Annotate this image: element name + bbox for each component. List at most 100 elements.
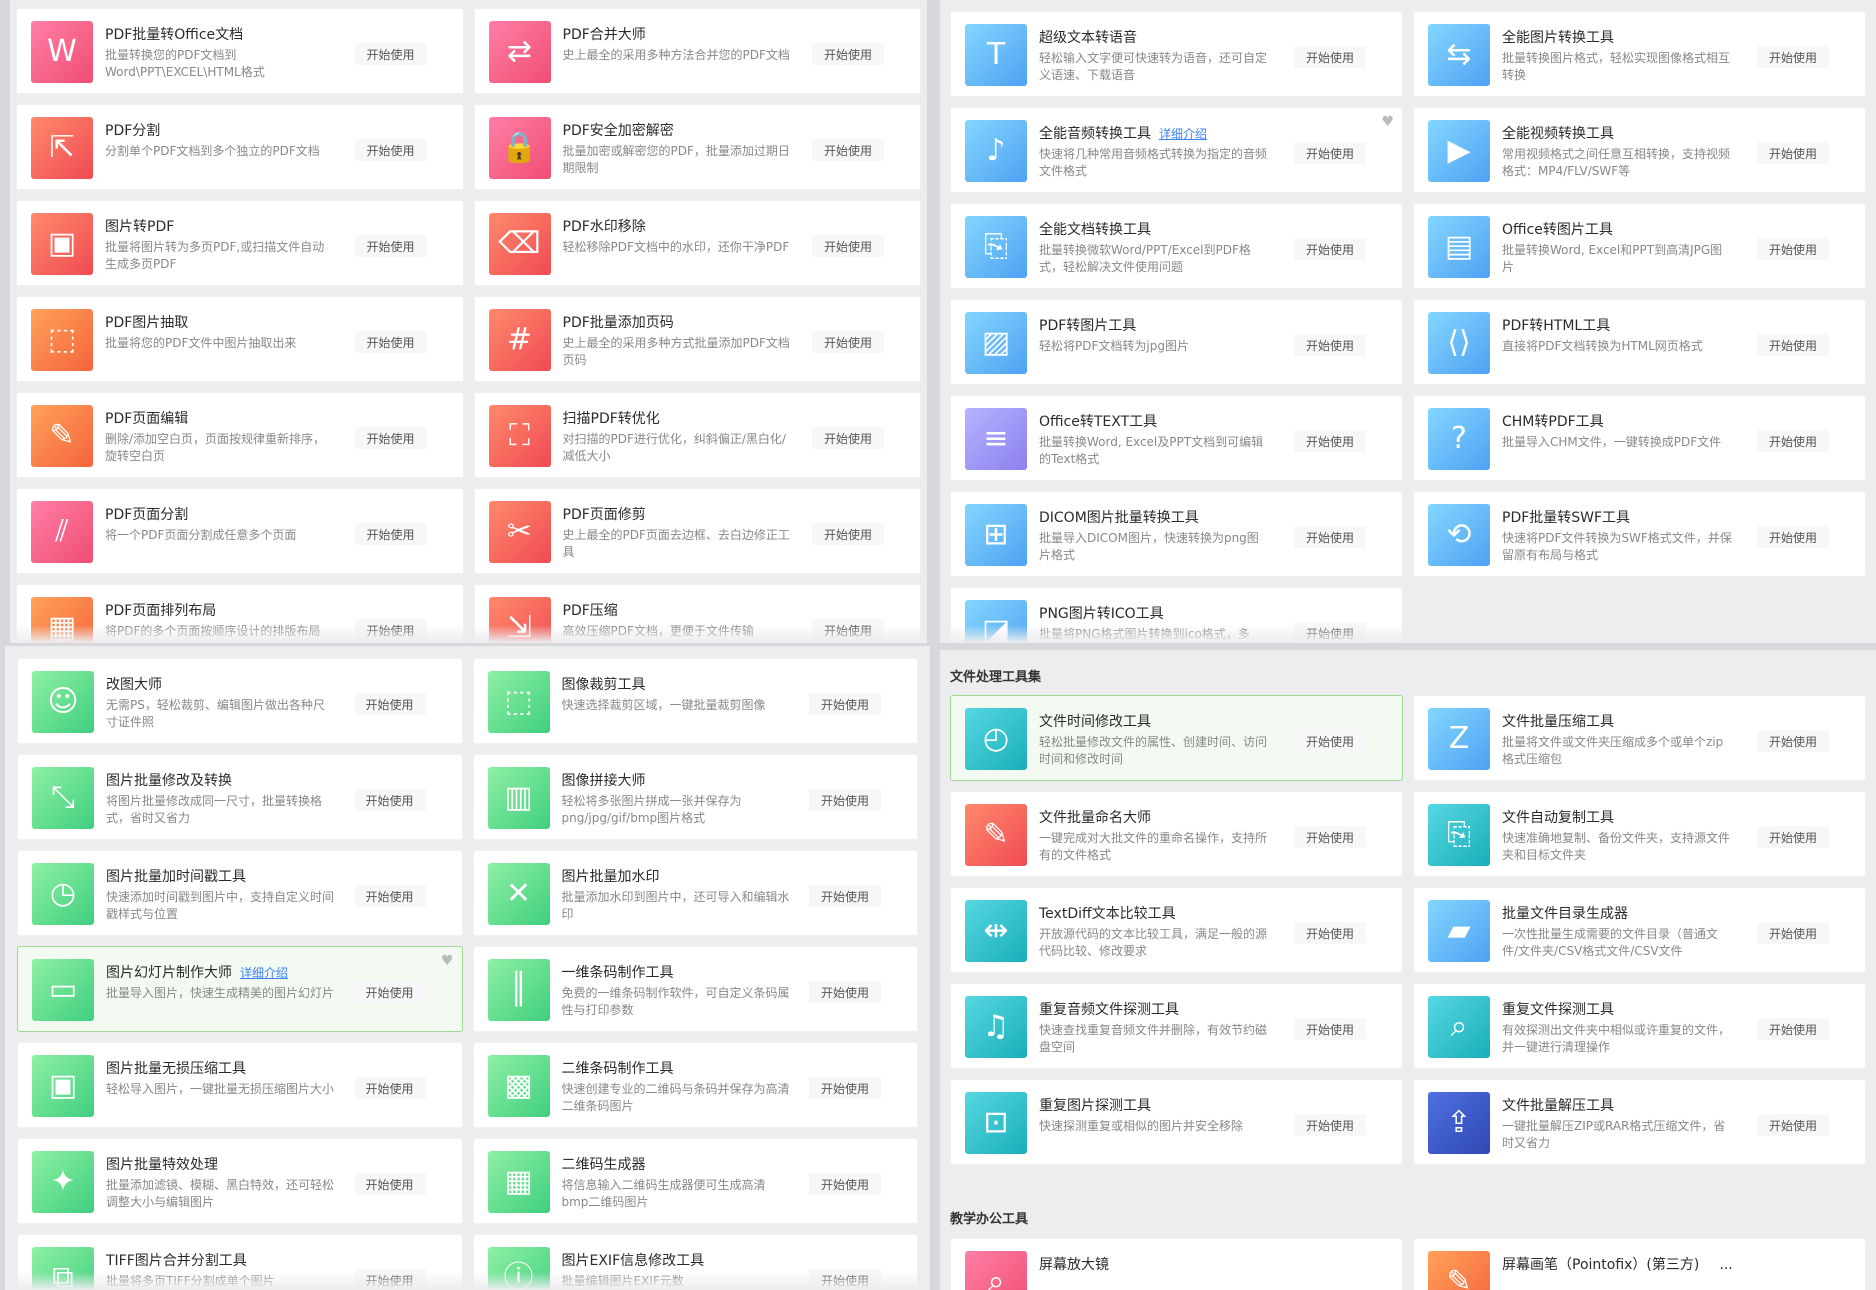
tool-card[interactable]: ♪ 全能音频转换工具 详细介绍 快速将几种常用音频格式转换为指定的音频文件格式 开始使用… <box>950 107 1403 193</box>
tool-card[interactable]: ▣ 图片批量无损压缩工具 轻松导入图片，一键批量无损压缩图片大小 开始使用 <box>17 1042 463 1128</box>
tool-card[interactable]: ⇱ PDF分割 分割单个PDF文档到多个独立的PDF文档 开始使用 <box>16 104 464 190</box>
tool-card[interactable]: ▩ 二维条码制作工具 快速创建专业的二维码与条码并保存为高清二维条码图片 开始使用 <box>472 1042 918 1128</box>
tool-card[interactable]: ☺ 改图大师 无需PS，轻松裁剪、编辑图片做出各种尺寸证件照 开始使用 <box>17 658 463 744</box>
start-use-button[interactable]: 开始使用 <box>1294 238 1366 260</box>
start-use-button[interactable]: 开始使用 <box>812 331 884 353</box>
tool-card[interactable]: ⌕ 屏幕放大镜 <box>950 1238 1403 1290</box>
tool-card[interactable]: ▨ PDF转图片工具 轻松将PDF文档转为jpg图片 开始使用 <box>950 299 1403 385</box>
start-use-button[interactable]: 开始使用 <box>354 139 427 161</box>
tool-card[interactable]: ⎘ 文件自动复制工具 快速准确地复制、备份文件夹，支持源文件夹和目标文件夹 开始使用 <box>1413 791 1866 877</box>
details-link[interactable]: 详细介绍 <box>1159 127 1208 141</box>
start-use-button[interactable]: 开始使用 <box>1294 142 1366 164</box>
start-use-button[interactable]: 开始使用 <box>1294 1018 1366 1040</box>
start-use-button[interactable]: 开始使用 <box>1294 526 1366 548</box>
tool-card[interactable]: ▤ Office转图片工具 批量转换Word, Excel和PPT到高清JPG图片 开… <box>1413 203 1866 289</box>
tool-card[interactable]: ▦ 二维码生成器 将信息输入二维码生成器便可生成高清bmp二维码图片 开始使用 <box>472 1138 918 1224</box>
tool-card[interactable]: # PDF批量添加页码 史上最全的采用多种方式批量添加PDF文档页码 开始使用 <box>473 296 921 382</box>
tool-card[interactable]: ▣ 图片转PDF 批量将图片转为多页PDF,或扫描文件自动生成多页PDF 开始使用 <box>16 200 464 286</box>
start-use-button[interactable]: 开始使用 <box>809 1173 881 1195</box>
start-use-button[interactable]: 开始使用 <box>1757 730 1829 752</box>
details-link[interactable]: 详细介绍 <box>240 966 289 980</box>
tool-card[interactable]: ✕ 图片批量加水印 批量添加水印到图片中，还可导入和编辑水印 开始使用 <box>472 850 918 936</box>
start-use-button[interactable]: 开始使用 <box>1294 1114 1366 1136</box>
tool-card[interactable]: ⌫ PDF水印移除 轻松移除PDF文档中的水印，还你干净PDF 开始使用 <box>473 200 921 286</box>
tool-card[interactable]: ║ 一维条码制作工具 免费的一维条码制作软件，可自定义条码属性与打印参数 开始使用 <box>472 946 918 1032</box>
start-use-button[interactable]: 开始使用 <box>353 981 426 1003</box>
tool-card[interactable]: ⛶ 扫描PDF转优化 对扫描的PDF进行优化，纠斜偏正/黑白化/减低大小 开始使用 <box>473 392 921 478</box>
tool-card[interactable]: W PDF批量转Office文档 批量转换您的PDF文档到Word\PPT\EXCE… <box>16 8 464 94</box>
start-use-button[interactable]: 开始使用 <box>354 235 427 257</box>
start-use-button[interactable]: 开始使用 <box>353 885 426 907</box>
start-use-button[interactable]: 开始使用 <box>1294 826 1366 848</box>
start-use-button[interactable]: 开始使用 <box>1757 334 1829 356</box>
start-use-button[interactable]: 开始使用 <box>1757 430 1829 452</box>
tool-card[interactable]: ⬚ 图像裁剪工具 快速选择裁剪区域，一键批量裁剪图像 开始使用 <box>472 658 918 744</box>
start-use-button[interactable]: 开始使用 <box>1294 46 1366 68</box>
tool-card[interactable]: ◴ 文件时间修改工具 轻松批量修改文件的属性、创建时间、访问时间和修改时间 开始使用 <box>950 695 1403 781</box>
start-use-button[interactable]: 开始使用 <box>354 427 427 449</box>
tool-card[interactable]: Z 文件批量压缩工具 批量将文件或文件夹压缩成多个或单个zip格式压缩包 开始使用 <box>1413 695 1866 781</box>
tool-card[interactable]: ⌕ 重复文件探测工具 有效探测出文件夹中相似或许重复的文件，并一键进行清理操作 开始使… <box>1413 983 1866 1069</box>
tool-card[interactable]: ✦ 图片批量特效处理 批量添加滤镜、模糊、黑白特效，还可轻松调整大小与编辑图片 开始使… <box>17 1138 463 1224</box>
tool-card[interactable]: ⎘ 全能文档转换工具 批量转换微软Word/PPT/Excel到PDF格式，轻松解决… <box>950 203 1403 289</box>
start-use-button[interactable]: 开始使用 <box>354 331 427 353</box>
tool-card[interactable]: ✎ 屏幕画笔（Pointofix）(第三方)... <box>1413 1238 1866 1290</box>
tool-card[interactable]: ✂ PDF页面修剪 史上最全的PDF页面去边框、去白边修正工具 开始使用 <box>473 488 921 574</box>
tool-card[interactable]: ⊡ 重复图片探测工具 快速探测重复或相似的图片并安全移除 开始使用 <box>950 1079 1403 1165</box>
tool-card[interactable]: ⇪ 文件批量解压工具 一键批量解压ZIP或RAR格式压缩文件，省时又省力 开始使用 <box>1413 1079 1866 1165</box>
tool-card[interactable]: ▭ 图片幻灯片制作大师 详细介绍 批量导入图片，快速生成精美的图片幻灯片 开始使用 ♥ <box>17 946 463 1032</box>
start-use-button[interactable]: 开始使用 <box>353 693 426 715</box>
favorite-heart-icon[interactable]: ♥ <box>440 953 454 969</box>
tool-card[interactable]: ♫ 重复音频文件探测工具 快速查找重复音频文件并删除，有效节约磁盘空间 开始使用 <box>950 983 1403 1069</box>
tool-title: PDF页面分割 <box>105 504 188 524</box>
tool-card[interactable]: ⇹ TextDiff文本比较工具 开放源代码的文本比较工具，满足一般的源代码比较、修… <box>950 887 1403 973</box>
start-use-button[interactable]: 开始使用 <box>1757 826 1829 848</box>
start-use-button[interactable]: 开始使用 <box>1757 142 1829 164</box>
tool-card[interactable]: ⊞ DICOM图片批量转换工具 批量导入DICOM图片，快速转换为png图片格式 开始… <box>950 491 1403 577</box>
start-use-button[interactable]: 开始使用 <box>1294 334 1366 356</box>
start-use-button[interactable]: 开始使用 <box>353 1077 426 1099</box>
start-use-button[interactable]: 开始使用 <box>353 1173 426 1195</box>
tool-card[interactable]: ⟲ PDF批量转SWF工具 快速将PDF文件转换为SWF格式文件，并保留原有布局与格… <box>1413 491 1866 577</box>
start-use-button[interactable]: 开始使用 <box>1294 922 1366 944</box>
tool-card[interactable]: ✎ 文件批量命名大师 一键完成对大批文件的重命名操作，支持所有的文件格式 开始使用 <box>950 791 1403 877</box>
start-use-button[interactable]: 开始使用 <box>1757 1114 1829 1136</box>
start-use-button[interactable]: 开始使用 <box>812 235 884 257</box>
start-use-button[interactable]: 开始使用 <box>809 981 881 1003</box>
start-use-button[interactable]: 开始使用 <box>354 523 427 545</box>
tool-card[interactable]: ⟨⟩ PDF转HTML工具 直接将PDF文档转换为HTML网页格式 开始使用 <box>1413 299 1866 385</box>
favorite-heart-icon[interactable]: ♥ <box>1381 114 1394 130</box>
start-use-button[interactable]: 开始使用 <box>354 43 427 65</box>
start-use-button[interactable]: 开始使用 <box>1757 526 1829 548</box>
tool-card[interactable]: 🔒 PDF安全加密解密 批量加密或解密您的PDF，批量添加过期日期限制 开始使用 <box>473 104 921 190</box>
tool-card[interactable]: T 超级文本转语音 轻松输入文字便可快速转为语音，还可自定义语速、下载语音 开始使用 <box>950 11 1403 97</box>
tool-card[interactable]: ⤡ 图片批量修改及转换 将图片批量修改成同一尺寸，批量转换格式，省时又省力 开始使用 <box>17 754 463 840</box>
tool-card[interactable]: ≡ Office转TEXT工具 批量转换Word, Excel及PPT文档到可编辑的… <box>950 395 1403 481</box>
tool-card[interactable]: ✎ PDF页面编辑 删除/添加空白页，页面按规律重新排序，旋转空白页 开始使用 <box>16 392 464 478</box>
start-use-button[interactable]: 开始使用 <box>809 885 881 907</box>
tool-card[interactable]: ▥ 图像拼接大师 轻松将多张图片拼成一张并保存为png/jpg/gif/bmp图片格… <box>472 754 918 840</box>
tool-card[interactable]: ⇄ PDF合并大师 史上最全的采用多种方法合并您的PDF文档 开始使用 <box>473 8 921 94</box>
tool-card[interactable]: ▰ 批量文件目录生成器 一次性批量生成需要的文件目录（普通文件/文件夹/CSV格式文… <box>1413 887 1866 973</box>
start-use-button[interactable]: 开始使用 <box>353 789 426 811</box>
start-use-button[interactable]: 开始使用 <box>1757 46 1829 68</box>
start-use-button[interactable]: 开始使用 <box>1757 238 1829 260</box>
tool-card[interactable]: ⫽ PDF页面分割 将一个PDF页面分割成任意多个页面 开始使用 <box>16 488 464 574</box>
start-use-button[interactable]: 开始使用 <box>1757 922 1829 944</box>
start-use-button[interactable]: 开始使用 <box>812 523 884 545</box>
start-use-button[interactable]: 开始使用 <box>1294 730 1366 752</box>
start-use-button[interactable]: 开始使用 <box>809 693 881 715</box>
start-use-button[interactable]: 开始使用 <box>1294 430 1366 452</box>
start-use-button[interactable]: 开始使用 <box>809 789 881 811</box>
start-use-button[interactable]: 开始使用 <box>812 43 884 65</box>
start-use-button[interactable]: 开始使用 <box>809 1077 881 1099</box>
start-use-button[interactable]: 开始使用 <box>812 427 884 449</box>
start-use-button[interactable]: 开始使用 <box>1757 1018 1829 1040</box>
tool-title: 文件自动复制工具 <box>1502 807 1614 827</box>
tool-card[interactable]: ⬚ PDF图片抽取 批量将您的PDF文件中图片抽取出来 开始使用 <box>16 296 464 382</box>
tool-card[interactable]: ◷ 图片批量加时间戳工具 快速添加时间戳到图片中，支持自定义时间戳样式与位置 开始使用 <box>17 850 463 936</box>
tool-card[interactable]: ▶ 全能视频转换工具 常用视频格式之间任意互相转换，支持视频格式：MP4/FLV/S… <box>1413 107 1866 193</box>
tool-card[interactable]: ⇆ 全能图片转换工具 批量转换图片格式，轻松实现图像格式相互转换 开始使用 <box>1413 11 1866 97</box>
tool-card[interactable]: ? CHM转PDF工具 批量导入CHM文件，一键转换成PDF文件 开始使用 <box>1413 395 1866 481</box>
start-use-button[interactable]: 开始使用 <box>812 139 884 161</box>
